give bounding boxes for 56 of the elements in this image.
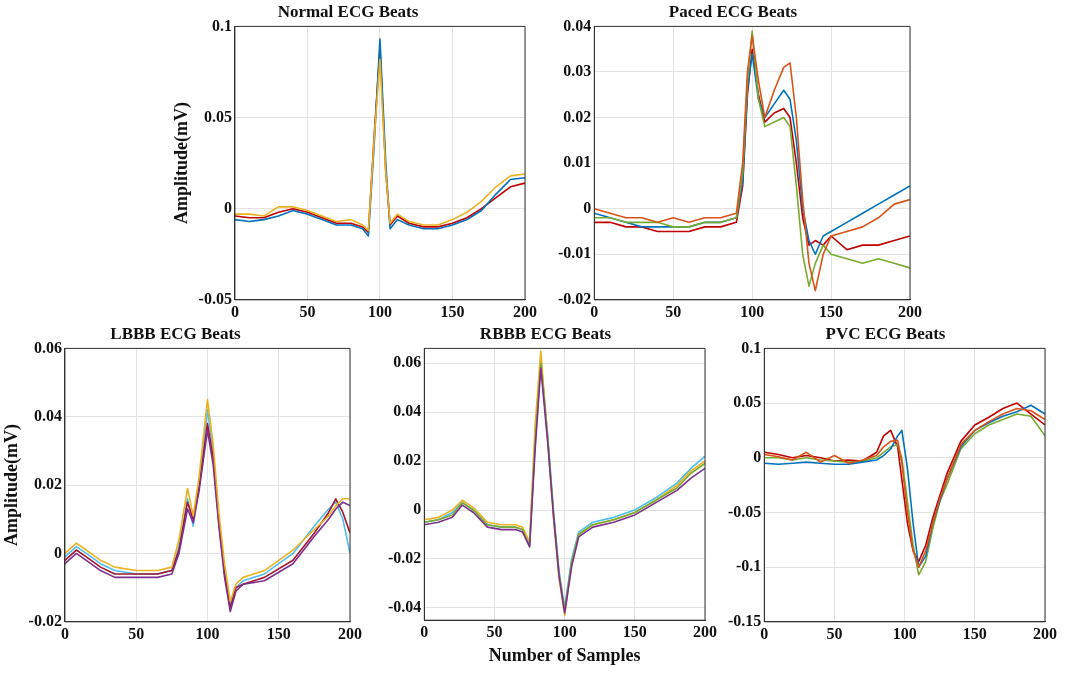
x-tick-label: 50	[826, 624, 843, 642]
y-tick-label: -0.1	[736, 557, 762, 575]
x-tick-label: 200	[898, 302, 922, 320]
x-tick-label: 100	[552, 622, 577, 640]
x-tick-label: 50	[299, 302, 316, 320]
y-tick-label: -0.15	[728, 611, 762, 629]
y-tick-label: 0	[753, 447, 762, 465]
y-tick-label: 0.06	[33, 338, 62, 356]
y-tick-label: 0.02	[393, 451, 422, 469]
chart-title: Paced ECG Beats	[668, 1, 798, 21]
y-tick-label: 0.05	[733, 393, 762, 411]
y-tick-label: 0.02	[563, 107, 592, 125]
y-tick-label: -0.02	[28, 611, 62, 629]
y-tick-label: 0.05	[203, 107, 232, 125]
y-tick-label: 0.02	[33, 475, 62, 493]
y-tick-label: 0	[223, 198, 232, 216]
chart-title: LBBB ECG Beats	[110, 323, 242, 343]
x-tick-label: 100	[195, 624, 220, 642]
y-tick-label: -0.02	[558, 289, 592, 307]
y-tick-label: 0	[53, 543, 62, 561]
x-tick-label: 100	[740, 302, 765, 320]
y-tick-label: 0.03	[563, 62, 592, 80]
y-tick-label: 0.1	[741, 338, 762, 356]
x-tick-label: 150	[266, 624, 291, 642]
x-tick-label: 50	[486, 622, 503, 640]
x-tick-label: 150	[819, 302, 844, 320]
y-tick-label: 0.06	[393, 353, 422, 371]
chart-title: RBBB ECG Beats	[479, 323, 612, 343]
x-tick-label: 150	[962, 624, 987, 642]
x-axis-title: Number of Samples	[488, 644, 641, 665]
y-tick-label: 0.01	[563, 153, 592, 171]
x-tick-label: 200	[693, 622, 717, 640]
x-tick-label: 100	[892, 624, 917, 642]
x-tick-label: 200	[338, 624, 362, 642]
y-tick-label: 0.04	[563, 16, 592, 34]
y-tick-label: 0.04	[393, 402, 422, 420]
chart-title: PVC ECG Beats	[825, 323, 946, 343]
chart-title: Normal ECG Beats	[277, 1, 419, 21]
y-tick-label: -0.04	[388, 598, 422, 616]
x-tick-label: 150	[622, 622, 647, 640]
x-tick-label: 50	[128, 624, 145, 642]
y-tick-label: -0.02	[388, 549, 422, 567]
y-axis-title: Amplitude(mV)	[1, 424, 23, 547]
y-axis-title: Amplitude(mV)	[171, 102, 193, 225]
x-tick-label: 100	[367, 302, 392, 320]
y-tick-label: 0	[583, 198, 592, 216]
y-tick-label: 0.1	[211, 16, 232, 34]
x-tick-label: 150	[440, 302, 465, 320]
x-tick-label: 200	[513, 302, 537, 320]
y-tick-label: -0.01	[558, 244, 592, 262]
x-tick-label: 200	[1033, 624, 1057, 642]
y-tick-label: 0	[413, 500, 422, 518]
x-tick-label: 50	[665, 302, 682, 320]
y-tick-label: 0.04	[33, 406, 62, 424]
y-tick-label: -0.05	[198, 289, 232, 307]
y-tick-label: -0.05	[728, 502, 762, 520]
